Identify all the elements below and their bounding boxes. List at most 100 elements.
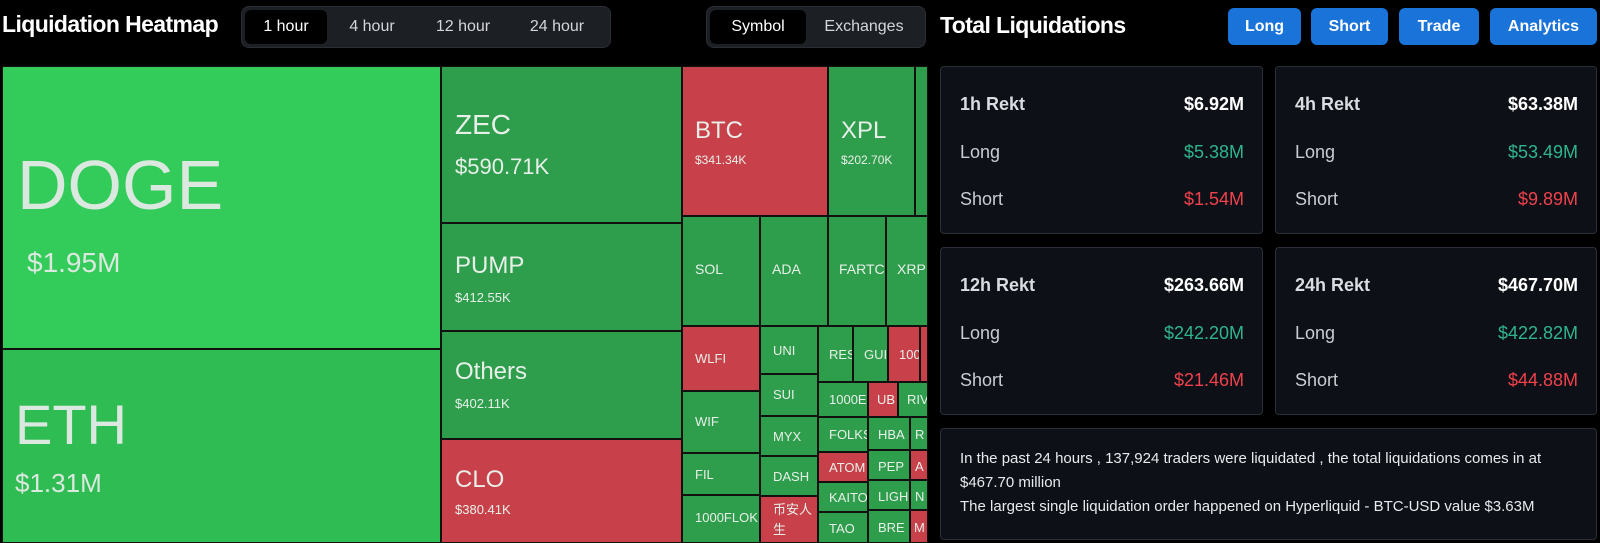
tile-zec[interactable]: ZEC $590.71K — [441, 66, 682, 223]
tile-symbol: XPL — [841, 117, 887, 144]
tile-a[interactable]: A — [910, 450, 928, 480]
tile-symbol: N — [915, 489, 925, 504]
card-short-row: Short $44.88M — [1295, 370, 1578, 391]
card-long-label: Long — [1295, 142, 1336, 162]
short-button[interactable]: Short — [1311, 8, 1388, 45]
tab-symbol[interactable]: Symbol — [710, 10, 806, 44]
tile-r[interactable]: R — [910, 417, 928, 450]
liquidation-treemap: DOGE $1.95M ETH $1.31M ZEC $590.71K PUMP… — [2, 66, 928, 543]
tile-fartco[interactable]: FARTCO — [828, 216, 886, 326]
tile-symbol: BRE — [878, 520, 905, 535]
card-short-label: Short — [960, 189, 1004, 209]
tile-unnamed[interactable] — [915, 66, 928, 216]
card-period-label: 12h Rekt — [960, 275, 1036, 295]
tile-symbol: BTC — [695, 117, 743, 144]
tile-n[interactable]: N — [910, 480, 928, 510]
tile-riv[interactable]: RIV — [898, 382, 928, 417]
tile-value: $1.95M — [27, 247, 121, 278]
tile-symbol: DASH — [773, 469, 810, 484]
tile-tao[interactable]: TAO — [818, 512, 868, 543]
tile-unnamed[interactable] — [920, 326, 928, 382]
tile-xrp[interactable]: XRP — [886, 216, 928, 326]
tile-symbol: WIF — [695, 414, 719, 429]
tab-24-hour[interactable]: 24 hour — [529, 18, 585, 35]
tile-symbol: TAO — [829, 521, 855, 536]
tile-doge[interactable]: DOGE $1.95M — [2, 66, 441, 349]
card-long-label: Long — [960, 323, 1001, 343]
tile-ada[interactable]: ADA — [760, 216, 828, 326]
tile-symbol: UNI — [773, 343, 796, 358]
card-short-label: Short — [1295, 370, 1339, 390]
tile-wif[interactable]: WIF — [682, 391, 760, 453]
tile-symbol: DOGE — [17, 146, 224, 224]
tile-folks[interactable]: FOLKS — [818, 417, 868, 452]
tile-xpl[interactable]: XPL $202.70K — [828, 66, 915, 216]
tile-symbol: ZEC — [455, 109, 511, 140]
tile-pep[interactable]: PEP — [868, 450, 910, 480]
rekt-card-12h: 12h Rekt $263.66M Long $242.20M Short $2… — [940, 247, 1263, 415]
tile-eth[interactable]: ETH $1.31M — [2, 349, 441, 543]
tile-symbol: A — [915, 459, 924, 474]
tile-value: $341.34K — [695, 153, 747, 167]
tile-symbol: UB — [877, 392, 896, 407]
tile-symbol: MYX — [773, 429, 802, 444]
tile-pump[interactable]: PUMP $412.55K — [441, 223, 682, 331]
tile-btc[interactable]: BTC $341.34K — [682, 66, 828, 216]
tile-gui[interactable]: GUI — [853, 326, 888, 382]
tile-symbol: FIL — [695, 467, 714, 482]
trade-button[interactable]: Trade — [1399, 8, 1479, 45]
card-short-value: $9.89M — [1517, 189, 1578, 209]
card-total-value: $6.92M — [1183, 94, 1244, 114]
rekt-card-24h: 24h Rekt $467.70M Long $422.82M Short $4… — [1275, 247, 1597, 415]
tile-symbol: WLFI — [695, 351, 727, 366]
card-long-row: Long $242.20M — [960, 323, 1244, 344]
tile-ub[interactable]: UB — [868, 382, 898, 417]
tile-sol[interactable]: SOL — [682, 216, 760, 326]
tile-myx[interactable]: MYX — [760, 416, 818, 456]
card-short-label: Short — [960, 370, 1004, 390]
card-period-label: 4h Rekt — [1295, 94, 1361, 114]
card-long-row: Long $53.49M — [1295, 142, 1578, 163]
tile-m[interactable]: M — [910, 510, 928, 543]
tile-res[interactable]: RES — [818, 326, 853, 382]
card-short-row: Short $21.46M — [960, 370, 1244, 391]
tab-1-hour[interactable]: 1 hour — [245, 10, 327, 44]
card-total-row: 24h Rekt $467.70M — [1295, 275, 1578, 296]
card-short-value: $1.54M — [1183, 189, 1244, 209]
analytics-button[interactable]: Analytics — [1490, 8, 1597, 45]
tile-symbol: CLO — [455, 466, 505, 493]
card-short-label: Short — [1295, 189, 1339, 209]
long-button[interactable]: Long — [1228, 8, 1301, 45]
summary-line-largest-order: The largest single liquidation order hap… — [960, 498, 1535, 515]
tile-binance-life[interactable]: 币安人生 — [760, 496, 818, 543]
tile-dash[interactable]: DASH — [760, 456, 818, 496]
tile-atom[interactable]: ATOM — [818, 452, 868, 482]
tab-exchanges[interactable]: Exchanges — [824, 18, 904, 35]
tile-sui[interactable]: SUI — [760, 374, 818, 416]
card-total-row: 12h Rekt $263.66M — [960, 275, 1244, 296]
tile-symbol: 1000E — [829, 392, 867, 407]
tile-bre[interactable]: BRE — [868, 510, 910, 543]
tab-12-hour[interactable]: 12 hour — [435, 18, 491, 35]
tile-clo[interactable]: CLO $380.41K — [441, 439, 682, 543]
tile-100[interactable]: 100 — [888, 326, 920, 382]
tile-fil[interactable]: FIL — [682, 453, 760, 495]
tile-value: $1.31M — [15, 468, 102, 498]
tile-symbol: PEP — [878, 459, 905, 474]
tile-ligh[interactable]: LIGH — [868, 480, 910, 510]
tile-symbol: 币安人生 — [773, 502, 813, 537]
tab-4-hour[interactable]: 4 hour — [349, 18, 395, 35]
tile-others[interactable]: Others $402.11K — [441, 331, 682, 439]
tile-wlfi[interactable]: WLFI — [682, 326, 760, 391]
tile-1000flok[interactable]: 1000FLOK — [682, 495, 760, 543]
tile-symbol: R — [915, 427, 925, 442]
tile-uni[interactable]: UNI — [760, 326, 818, 374]
tile-hba[interactable]: HBA — [868, 417, 910, 450]
tile-symbol: ADA — [772, 261, 801, 277]
tile-symbol: GUI — [864, 347, 888, 362]
tile-value: $380.41K — [455, 502, 511, 517]
tile-kaito[interactable]: KAITO — [818, 482, 868, 512]
tile-1000e[interactable]: 1000E — [818, 382, 868, 417]
card-total-value: $467.70M — [1497, 275, 1578, 295]
view-mode-tabs: Symbol Exchanges — [706, 6, 926, 48]
